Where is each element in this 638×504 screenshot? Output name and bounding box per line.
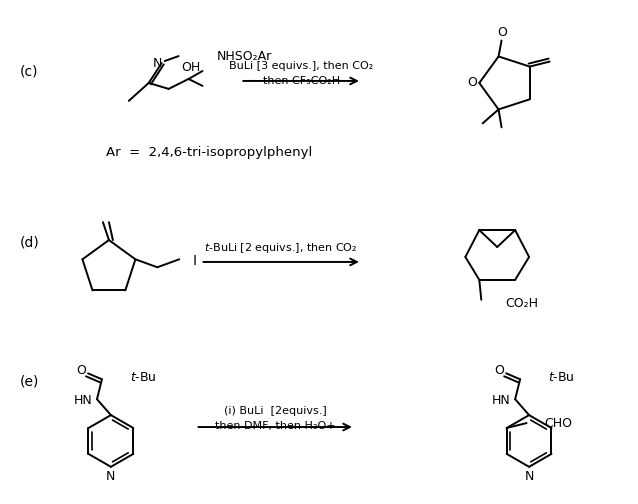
Text: I: I bbox=[192, 255, 196, 268]
Text: O: O bbox=[498, 26, 507, 39]
Text: N: N bbox=[524, 470, 534, 483]
Text: then DMF, then H₃O+: then DMF, then H₃O+ bbox=[215, 421, 336, 431]
Text: (i) BuLi  [2equivs.]: (i) BuLi [2equivs.] bbox=[224, 406, 327, 416]
Text: NHSO₂Ar: NHSO₂Ar bbox=[216, 49, 272, 62]
Text: $t$-Bu: $t$-Bu bbox=[130, 371, 156, 384]
Text: HN: HN bbox=[73, 394, 93, 407]
Text: then CF₃CO₂H: then CF₃CO₂H bbox=[262, 76, 339, 86]
Text: O: O bbox=[76, 364, 86, 377]
Text: HN: HN bbox=[492, 394, 510, 407]
Text: Ar  =  2,4,6-tri-isopropylphenyl: Ar = 2,4,6-tri-isopropylphenyl bbox=[106, 146, 312, 159]
Text: CO₂H: CO₂H bbox=[505, 297, 538, 310]
Text: N: N bbox=[106, 470, 115, 483]
Text: BuLi [3 equivs.], then CO₂: BuLi [3 equivs.], then CO₂ bbox=[229, 61, 373, 71]
Text: OH: OH bbox=[181, 60, 200, 74]
Text: (e): (e) bbox=[19, 374, 39, 388]
Text: N: N bbox=[153, 56, 163, 70]
Text: $t$-BuLi [2 equivs.], then CO₂: $t$-BuLi [2 equivs.], then CO₂ bbox=[205, 241, 358, 255]
Text: $t$-Bu: $t$-Bu bbox=[548, 371, 575, 384]
Text: O: O bbox=[494, 364, 504, 377]
Text: O: O bbox=[468, 77, 477, 89]
Text: (d): (d) bbox=[19, 235, 39, 249]
Text: (c): (c) bbox=[19, 64, 38, 78]
Text: CHO: CHO bbox=[544, 416, 572, 429]
